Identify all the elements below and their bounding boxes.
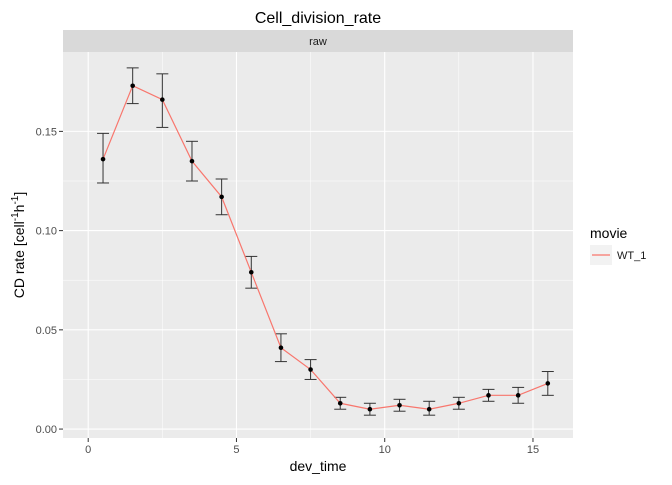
data-point [189,158,195,164]
y-axis-label: CD rate [cell-1h-1] [10,192,27,299]
legend: movie WT_1 [590,225,646,265]
data-points [100,83,551,412]
data-point [308,367,313,372]
data-point [397,402,402,408]
y-tick-label: 0.15 [36,126,57,138]
error-bars [97,67,554,416]
facet-strip-label: raw [309,36,327,48]
y-tick-label: 0.05 [36,325,57,337]
data-point [545,381,551,386]
data-point [486,393,491,398]
data-point [130,83,135,89]
plot-panel [63,52,573,438]
legend-title: movie [590,225,628,241]
data-point [367,406,373,412]
series-lines [102,84,549,410]
data-point [160,97,165,102]
data-point [278,345,284,351]
data-point [100,156,106,162]
chart-title: Cell_division_rate [255,10,381,27]
data-point [219,194,224,200]
x-tick-label: 15 [527,444,539,456]
y-axis-ticks: 0.00 0.05 0.10 0.15 [36,126,63,436]
x-tick-label: 5 [233,444,239,456]
y-axis-label-sup1: -1 [10,212,21,221]
data-point [515,393,521,398]
y-axis-label-mid: h [11,205,27,213]
data-point [456,400,462,406]
x-axis-label: dev_time [290,458,347,474]
grid-lines [63,52,573,438]
x-tick-label: 0 [85,444,91,456]
data-point [337,400,343,406]
legend-entry-label: WT_1 [617,250,646,262]
data-point [426,406,432,412]
y-axis-label-sup2: -1 [10,195,21,204]
x-axis-ticks: 0 5 10 15 [85,438,539,456]
y-tick-label: 0.00 [36,424,57,436]
y-axis-label-end: ] [11,192,27,196]
y-tick-label: 0.10 [36,226,57,238]
data-point [248,269,254,275]
facet-strip [63,30,573,52]
series-line [102,84,549,410]
x-tick-label: 10 [379,444,391,456]
y-axis-label-main: CD rate [cell [11,221,27,298]
